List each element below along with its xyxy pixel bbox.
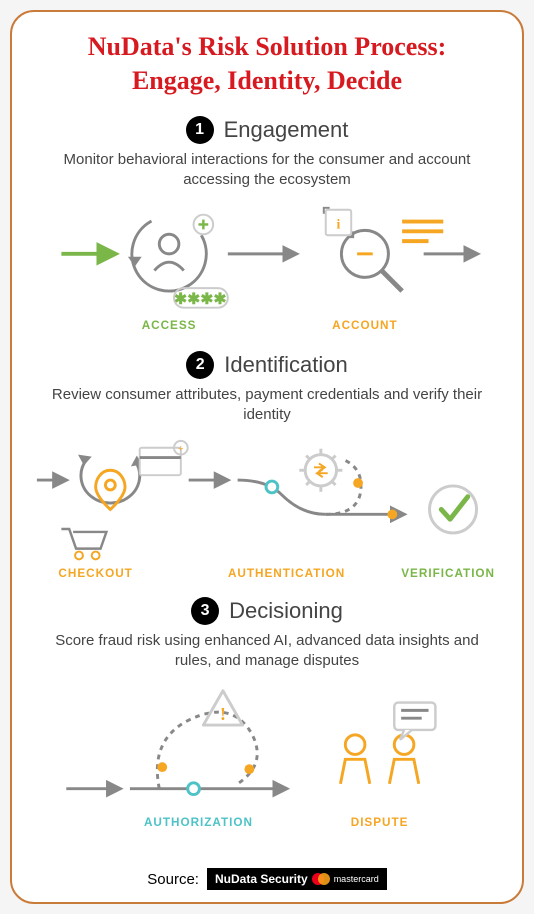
- section-engagement: 1 Engagement Monitor behavioral interact…: [32, 116, 502, 338]
- svg-text:i: i: [337, 216, 341, 231]
- section-identification: 2 Identification Review consumer attribu…: [32, 351, 502, 582]
- title-line-1: NuData's Risk Solution Process:: [88, 30, 447, 64]
- source-brand: NuData Security: [215, 872, 308, 886]
- main-title: NuData's Risk Solution Process: Engage, …: [88, 30, 447, 98]
- badge-1: 1: [186, 116, 214, 144]
- identification-diagram: +: [32, 436, 502, 583]
- svg-text:✱✱✱✱: ✱✱✱✱: [174, 291, 226, 308]
- section-header: 3 Decisioning: [191, 597, 343, 625]
- source-logo: NuData Security mastercard: [207, 868, 387, 890]
- checkout-label: CHECKOUT: [58, 567, 132, 580]
- badge-2: 2: [186, 351, 214, 379]
- infographic-card: NuData's Risk Solution Process: Engage, …: [10, 10, 524, 904]
- section-decisioning: 3 Decisioning Score fraud risk using enh…: [32, 597, 502, 838]
- section-title-3: Decisioning: [229, 598, 343, 624]
- verification-label: VERIFICATION: [401, 567, 495, 580]
- svg-text:!: !: [220, 704, 226, 724]
- section-title-1: Engagement: [224, 117, 349, 143]
- source-sub: mastercard: [334, 874, 379, 884]
- section-desc-2: Review consumer attributes, payment cred…: [32, 385, 502, 426]
- access-label: ACCESS: [142, 319, 197, 332]
- authentication-label: AUTHENTICATION: [228, 567, 345, 580]
- source-row: Source: NuData Security mastercard: [147, 868, 386, 890]
- section-title-2: Identification: [224, 352, 348, 378]
- mastercard-icon: [312, 873, 330, 885]
- badge-3: 3: [191, 597, 219, 625]
- section-header: 1 Engagement: [186, 116, 349, 144]
- svg-text:+: +: [178, 443, 184, 454]
- engagement-diagram: ✱✱✱✱ i ACCESS ACCOUNT: [32, 200, 502, 337]
- title-line-2: Engage, Identity, Decide: [88, 64, 447, 98]
- decisioning-diagram: ! AUTHORIZATION DISPUTE: [32, 681, 502, 838]
- source-label: Source:: [147, 871, 199, 888]
- dispute-label: DISPUTE: [351, 816, 409, 829]
- section-desc-3: Score fraud risk using enhanced AI, adva…: [32, 631, 502, 672]
- account-label: ACCOUNT: [332, 319, 398, 332]
- authorization-label: AUTHORIZATION: [144, 816, 253, 829]
- section-header: 2 Identification: [186, 351, 348, 379]
- section-desc-1: Monitor behavioral interactions for the …: [32, 150, 502, 191]
